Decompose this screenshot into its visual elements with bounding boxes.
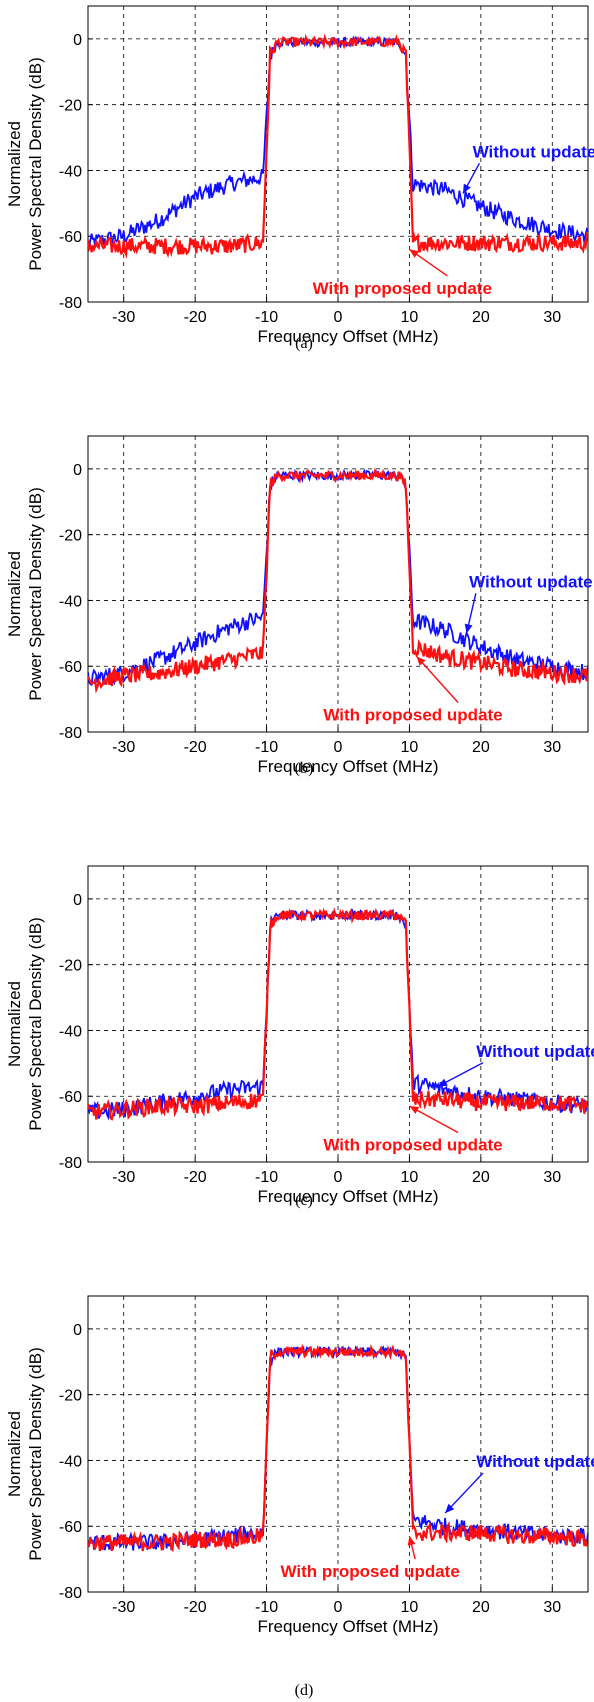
x-tick-label: 0 bbox=[334, 1169, 343, 1186]
x-tick-label: -20 bbox=[184, 1169, 207, 1186]
x-tick-label: 30 bbox=[543, 1169, 561, 1186]
x-tick-label: 30 bbox=[543, 309, 561, 326]
panel-caption: (b) bbox=[295, 760, 314, 777]
y-axis-label-line1: Normalized bbox=[5, 121, 24, 207]
chart-panel-a: -30 -20 -10 0 10 20 30 0 -20 -40 -60 -80 Frequency O… bbox=[5, 5, 594, 352]
y-axis-label-line2: Power Spectral Density (dB) bbox=[26, 1347, 45, 1561]
y-tick-label: -80 bbox=[59, 1585, 82, 1602]
x-axis-label: Frequency Offset (MHz) bbox=[257, 1187, 438, 1206]
x-tick-label: 20 bbox=[472, 309, 490, 326]
x-tick-label: -20 bbox=[184, 309, 207, 326]
chart-panel-d: -30 -20 -10 0 10 20 30 0 -20 -40 -60 -80 Frequency O… bbox=[5, 1295, 594, 1699]
y-axis-label-line1: Normalized bbox=[5, 1411, 24, 1497]
x-tick-label: 20 bbox=[472, 1169, 490, 1186]
y-tick-label: -40 bbox=[59, 593, 82, 610]
y-axis-label-line2: Power Spectral Density (dB) bbox=[26, 57, 45, 271]
y-tick-label: -80 bbox=[59, 295, 82, 312]
y-tick-label: 0 bbox=[73, 462, 82, 479]
annotation-without-update: Without update bbox=[476, 1452, 594, 1471]
x-tick-label: -10 bbox=[255, 1599, 278, 1616]
x-axis-label: Frequency Offset (MHz) bbox=[257, 757, 438, 776]
y-tick-label: -20 bbox=[59, 98, 82, 115]
panel-caption: (d) bbox=[295, 1682, 314, 1699]
x-tick-label: -10 bbox=[255, 739, 278, 756]
y-tick-label: -80 bbox=[59, 1155, 82, 1172]
series-with-proposed-update bbox=[88, 1343, 588, 1553]
y-tick-label: -20 bbox=[59, 528, 82, 545]
annotation-arrow bbox=[416, 655, 459, 703]
y-tick-label: -60 bbox=[59, 659, 82, 676]
annotation-with-proposed-update: With proposed update bbox=[323, 1135, 502, 1154]
y-tick-label: -60 bbox=[59, 1089, 82, 1106]
x-tick-label: 30 bbox=[543, 739, 561, 756]
x-tick-label: 30 bbox=[543, 1599, 561, 1616]
y-axis-label-line1: Normalized bbox=[5, 551, 24, 637]
annotation-without-update: Without update bbox=[476, 1042, 594, 1061]
series-with-proposed-update bbox=[88, 907, 588, 1121]
annotation-arrow bbox=[444, 1472, 484, 1514]
series-without-update bbox=[88, 35, 588, 248]
annotation-with-proposed-update: With proposed update bbox=[323, 705, 502, 724]
annotation-arrowhead bbox=[416, 656, 426, 666]
y-tick-label: 0 bbox=[73, 1322, 82, 1339]
annotation-arrowhead bbox=[407, 1536, 416, 1546]
x-tick-label: 20 bbox=[472, 1599, 490, 1616]
x-axis-label: Frequency Offset (MHz) bbox=[257, 1617, 438, 1636]
chart-panel-c: -30 -20 -10 0 10 20 30 0 -20 -40 -60 -80 Frequency O… bbox=[5, 865, 594, 1209]
x-tick-label: -30 bbox=[112, 1599, 135, 1616]
x-tick-label: -30 bbox=[112, 309, 135, 326]
x-tick-label: 10 bbox=[401, 1169, 419, 1186]
x-axis-label: Frequency Offset (MHz) bbox=[257, 327, 438, 346]
x-tick-label: -20 bbox=[184, 739, 207, 756]
y-tick-label: -40 bbox=[59, 1023, 82, 1040]
series-without-update bbox=[88, 468, 588, 687]
x-tick-label: 10 bbox=[401, 739, 419, 756]
y-tick-label: 0 bbox=[73, 32, 82, 49]
x-tick-label: 20 bbox=[472, 739, 490, 756]
x-tick-label: 10 bbox=[401, 309, 419, 326]
annotation-arrow bbox=[409, 1105, 459, 1134]
annotation-arrowhead bbox=[438, 1078, 448, 1087]
annotation-arrowhead bbox=[463, 183, 471, 194]
x-tick-label: 0 bbox=[334, 309, 343, 326]
y-tick-label: -40 bbox=[59, 1453, 82, 1470]
annotation-with-proposed-update: With proposed update bbox=[313, 279, 492, 298]
y-axis-label-line2: Power Spectral Density (dB) bbox=[26, 917, 45, 1131]
annotation-without-update: Without update bbox=[473, 142, 594, 161]
chart-panel-b: -30 -20 -10 0 10 20 30 0 -20 -40 -60 -80 Frequency O… bbox=[5, 435, 593, 777]
annotation-arrowhead bbox=[409, 249, 420, 258]
panel-caption: (c) bbox=[295, 1192, 313, 1209]
annotation-arrowhead bbox=[409, 1106, 420, 1114]
annotation-with-proposed-update: With proposed update bbox=[281, 1562, 460, 1581]
x-tick-label: -30 bbox=[112, 739, 135, 756]
y-axis-label-line2: Power Spectral Density (dB) bbox=[26, 487, 45, 701]
panel-caption: (a) bbox=[295, 335, 313, 352]
x-tick-label: -30 bbox=[112, 1169, 135, 1186]
y-tick-label: -60 bbox=[59, 229, 82, 246]
x-tick-label: 0 bbox=[334, 1599, 343, 1616]
x-tick-label: -20 bbox=[184, 1599, 207, 1616]
y-tick-label: -20 bbox=[59, 958, 82, 975]
x-tick-label: 0 bbox=[334, 739, 343, 756]
annotation-without-update: Without update bbox=[469, 572, 593, 591]
y-tick-label: -20 bbox=[59, 1388, 82, 1405]
x-tick-label: 10 bbox=[401, 1599, 419, 1616]
x-tick-label: -10 bbox=[255, 1169, 278, 1186]
series-with-proposed-update bbox=[88, 33, 588, 259]
series-with-proposed-update bbox=[88, 467, 588, 694]
y-tick-label: 0 bbox=[73, 892, 82, 909]
annotation-arrowhead bbox=[464, 623, 473, 634]
y-tick-label: -60 bbox=[59, 1519, 82, 1536]
annotation-arrowhead bbox=[445, 1503, 455, 1514]
y-tick-label: -40 bbox=[59, 163, 82, 180]
y-axis-label-line1: Normalized bbox=[5, 981, 24, 1067]
y-tick-label: -80 bbox=[59, 725, 82, 742]
x-tick-label: -10 bbox=[255, 309, 278, 326]
